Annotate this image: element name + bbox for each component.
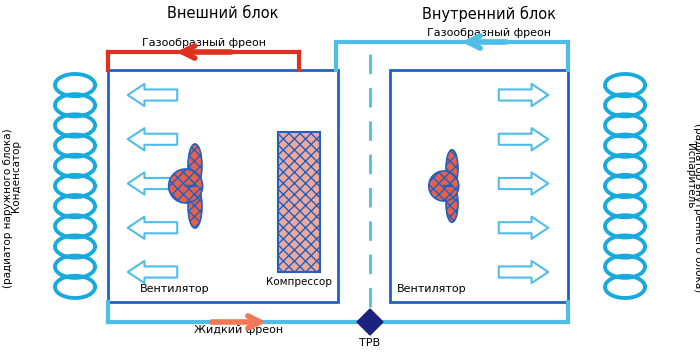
Ellipse shape — [428, 171, 458, 201]
Bar — [278, 132, 320, 272]
Text: Газообразный фреон: Газообразный фреон — [427, 28, 551, 38]
Text: Испаритель: Испаритель — [685, 143, 695, 209]
Text: Компрессор: Компрессор — [266, 277, 332, 287]
Bar — [390, 70, 568, 302]
Ellipse shape — [446, 185, 458, 222]
Text: Вентилятор: Вентилятор — [397, 284, 467, 294]
Ellipse shape — [188, 144, 202, 188]
Text: ТРВ: ТРВ — [359, 338, 381, 348]
Text: Вентилятор: Вентилятор — [140, 284, 210, 294]
Text: (радиатор внутреннего блока): (радиатор внутреннего блока) — [693, 123, 700, 293]
Text: (радиатор наружного блока): (радиатор наружного блока) — [3, 128, 13, 288]
Text: Внешний блок: Внешний блок — [167, 6, 279, 21]
Polygon shape — [357, 309, 383, 335]
Ellipse shape — [446, 150, 458, 187]
Text: Конденсатор: Конденсатор — [11, 140, 21, 212]
Text: Газообразный фреон: Газообразный фреон — [141, 38, 265, 48]
Ellipse shape — [188, 185, 202, 228]
Ellipse shape — [169, 169, 203, 203]
Bar — [108, 70, 338, 302]
Text: Жидкий фреон: Жидкий фреон — [195, 325, 284, 335]
Text: Внутренний блок: Внутренний блок — [422, 6, 556, 22]
